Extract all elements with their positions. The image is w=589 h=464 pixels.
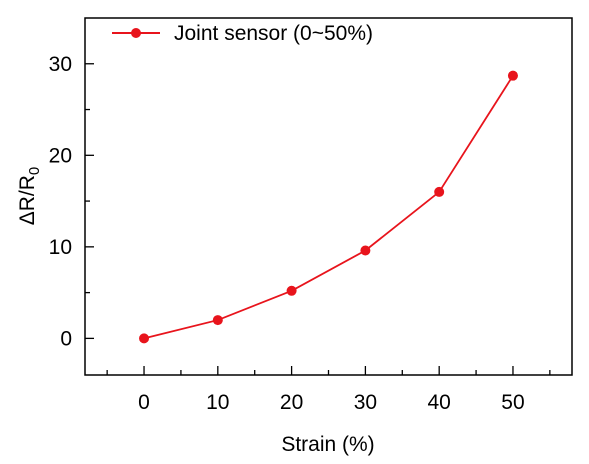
x-axis-title: Strain (%) xyxy=(281,433,374,456)
x-tick-label: 20 xyxy=(280,391,303,414)
series-layer xyxy=(139,70,518,344)
legend-label: Joint sensor (0~50%) xyxy=(174,22,373,45)
data-point xyxy=(434,186,445,197)
series-line xyxy=(143,75,514,340)
data-point xyxy=(139,333,150,344)
x-tick-label: 50 xyxy=(501,391,524,414)
x-tick-label: 40 xyxy=(428,391,451,414)
y-tick-label: 0 xyxy=(60,327,72,350)
legend-marker xyxy=(131,28,141,38)
data-point xyxy=(507,70,518,81)
x-tick-label: 10 xyxy=(206,391,229,414)
y-tick-label: 10 xyxy=(49,236,72,259)
axis-ticks xyxy=(85,63,551,375)
data-point xyxy=(286,285,297,296)
y-axis-title-main: ΔR/R xyxy=(16,175,39,225)
legend: Joint sensor (0~50%) xyxy=(112,22,373,45)
y-axis-title-sub: 0 xyxy=(26,167,43,175)
axis-tick-labels: 0 10 20 30 40 50 0 10 20 30 xyxy=(49,53,525,414)
data-point xyxy=(360,245,371,256)
y-axis-title: ΔR/R0 xyxy=(16,167,43,226)
y-tick-label: 30 xyxy=(49,53,72,76)
y-tick-label: 20 xyxy=(49,144,72,167)
x-tick-label: 30 xyxy=(354,391,377,414)
data-point xyxy=(212,315,223,326)
x-tick-label: 0 xyxy=(138,391,150,414)
plot-frame xyxy=(84,17,573,376)
